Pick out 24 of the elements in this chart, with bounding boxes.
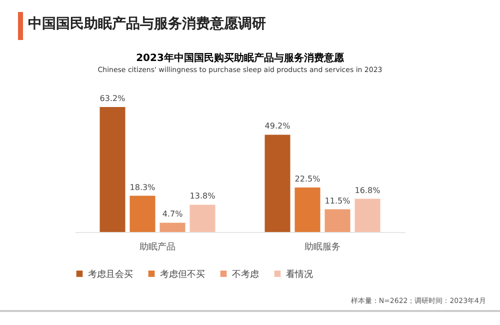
- data-label: 4.7%: [162, 210, 184, 219]
- bar: [294, 188, 320, 232]
- bar: [190, 204, 216, 232]
- data-label: 11.5%: [324, 196, 351, 206]
- bar: [100, 107, 126, 232]
- legend-label: 不考虑: [232, 268, 259, 280]
- x-tick-label: 助眠产品: [140, 242, 176, 252]
- legend-label: 考虑且会买: [88, 268, 133, 280]
- legend-label: 看情况: [286, 268, 313, 280]
- data-label: 49.2%: [264, 122, 291, 131]
- bar: [130, 196, 156, 232]
- text: 中国国民助眠产品与服务消费意愿调研: [28, 15, 266, 34]
- chart-title: 2023年中国国民购买助眠产品与服务消费意愿: [136, 52, 345, 64]
- bar: [264, 134, 290, 232]
- data-label: 22.5%: [294, 174, 321, 184]
- legend-label: 考虑但不买: [160, 268, 205, 280]
- x-tick-label: 助眠服务: [304, 242, 340, 252]
- data-label: 18.3%: [130, 182, 156, 192]
- bar: [354, 198, 380, 232]
- data-label: 63.2%: [100, 94, 126, 103]
- bar: [160, 222, 186, 232]
- data-label: 16.8%: [354, 186, 381, 195]
- bar: [324, 209, 350, 232]
- data-label: 13.8%: [190, 192, 216, 201]
